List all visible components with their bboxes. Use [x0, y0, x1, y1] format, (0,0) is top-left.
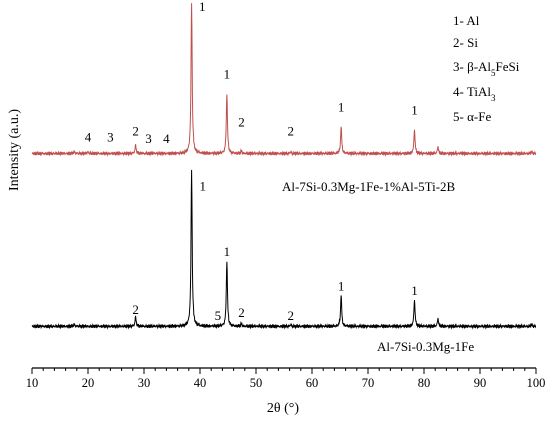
peak-label: 1 — [200, 179, 207, 194]
peak-label: 3 — [107, 130, 114, 145]
peak-label: 4 — [85, 130, 92, 145]
peak-label: 4 — [163, 131, 170, 146]
x-axis-title: 2θ (°) — [267, 401, 299, 416]
x-tick-label: 60 — [306, 376, 319, 390]
peak-label: 3 — [145, 131, 152, 146]
peak-label: 1 — [224, 67, 231, 82]
peak-label: 1 — [338, 100, 345, 115]
x-tick-label: 90 — [474, 376, 487, 390]
legend-item: 1- Al — [453, 13, 480, 28]
peak-label: 2 — [287, 124, 294, 139]
peak-label: 2 — [238, 305, 245, 320]
x-tick-label: 100 — [527, 376, 546, 390]
x-tick-label: 40 — [194, 376, 207, 390]
y-axis-title: Intensity (a.u.) — [7, 109, 22, 191]
sample-label-bottom: Al-7Si-0.3Mg-1Fe — [377, 339, 474, 354]
peak-label: 1 — [411, 103, 418, 118]
sample-label-top: Al-7Si-0.3Mg-1Fe-1%Al-5Ti-2B — [282, 179, 456, 194]
peak-label: 1 — [224, 244, 231, 259]
legend-item: 4- TiAl3 — [453, 84, 496, 103]
peak-label: 1 — [338, 278, 345, 293]
x-tick-label: 20 — [82, 376, 95, 390]
peak-label: 1 — [199, 0, 206, 14]
series-group — [31, 3, 537, 330]
legend-item: 5- α-Fe — [453, 109, 491, 124]
peak-label: 2 — [132, 302, 139, 317]
x-tick-label: 70 — [362, 376, 375, 390]
x-axis-ticks: 10 20 30 40 50 60 70 80 90 100 — [26, 368, 546, 390]
legend: 1- Al 2- Si 3- β-Al5FeSi 4- TiAl3 5- α-Fe — [453, 13, 520, 124]
x-tick-label: 30 — [138, 376, 151, 390]
legend-item: 2- Si — [453, 35, 478, 50]
peak-label: 2 — [287, 308, 294, 323]
peak-label: 5 — [215, 308, 222, 323]
peak-label: 2 — [132, 124, 139, 139]
series-line-1 — [31, 3, 537, 157]
x-tick-label: 80 — [418, 376, 431, 390]
legend-item: 3- β-Al5FeSi — [453, 59, 520, 78]
series-line-2 — [31, 169, 537, 330]
peak-label: 2 — [238, 115, 245, 130]
x-tick-label: 10 — [26, 376, 39, 390]
x-tick-label: 50 — [250, 376, 263, 390]
peak-label: 1 — [411, 283, 418, 298]
